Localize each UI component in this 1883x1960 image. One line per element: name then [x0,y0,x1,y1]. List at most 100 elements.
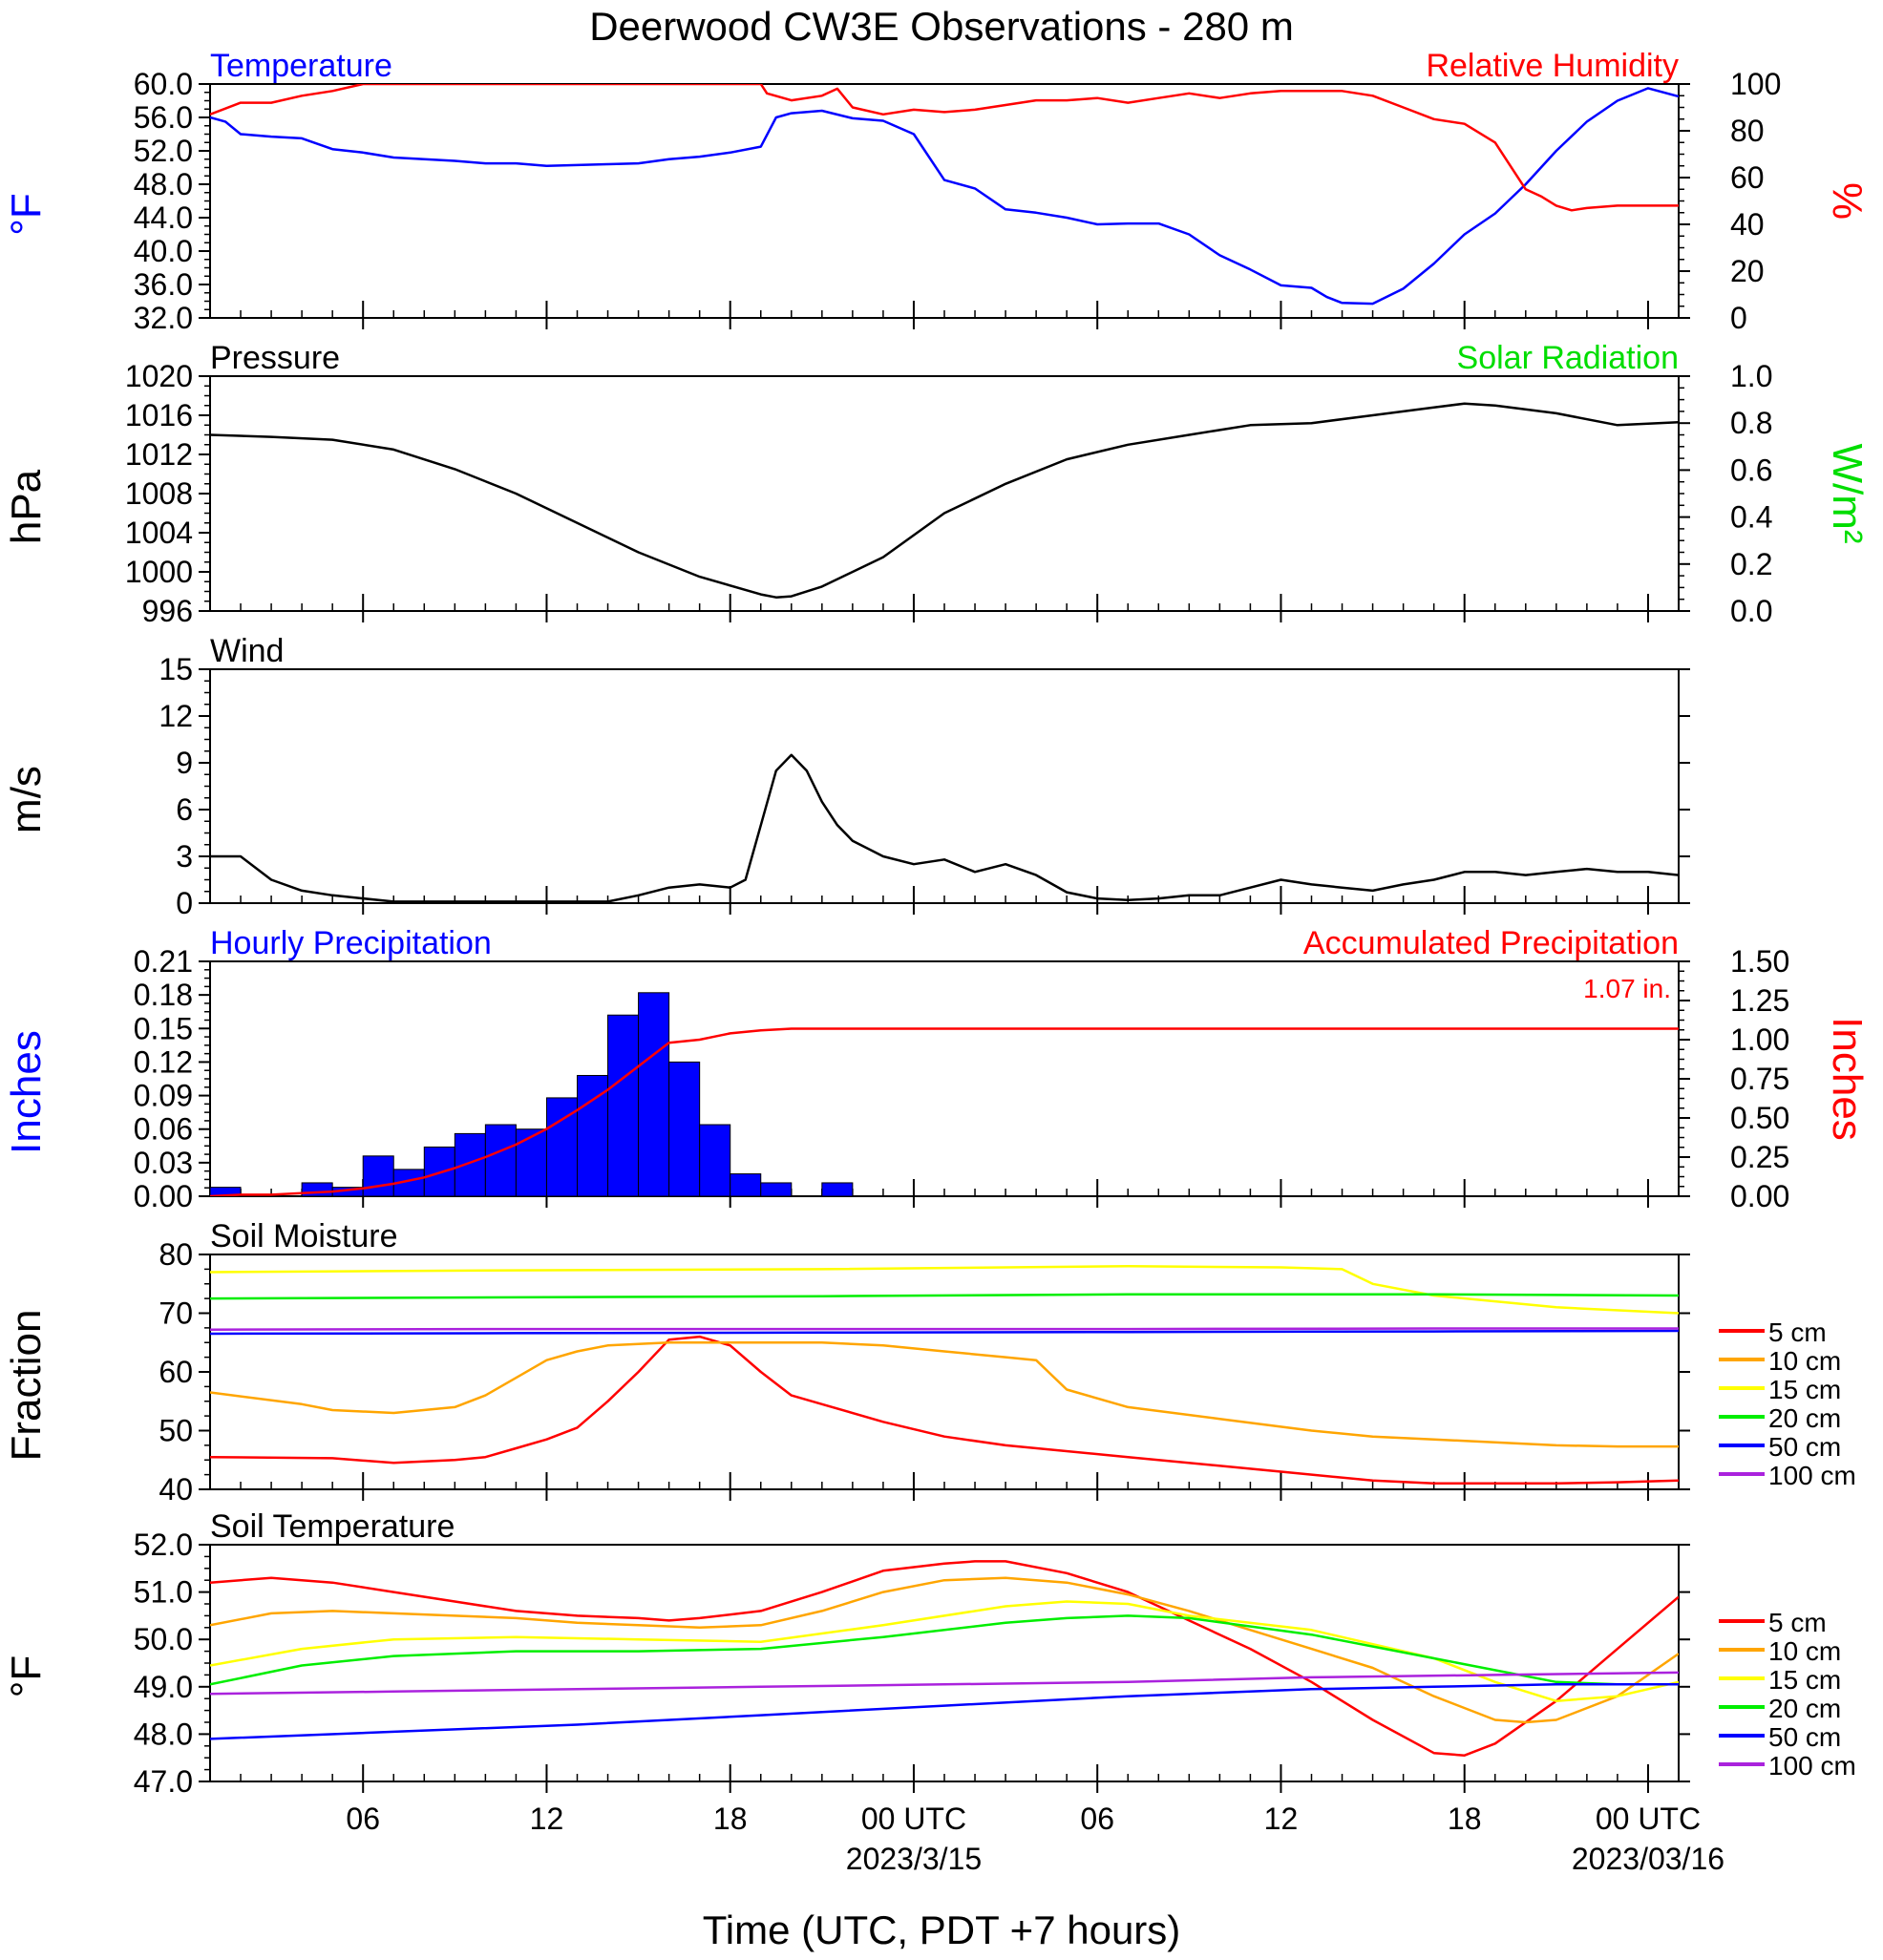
series-line-50-cm [210,1329,1679,1336]
y-left-tick-label: 50 [159,1414,193,1448]
y-left-axis-title: Inches [3,1030,50,1154]
y-left-tick-label: 0.00 [134,1179,193,1213]
x-tick-label: 18 [713,1802,748,1836]
precip-bar [638,992,670,1196]
series-line-relative-humidity [210,84,1679,212]
y-left-axis-title: °F [3,1655,50,1697]
y-left-tick-label: 0.06 [134,1112,193,1147]
y-right-tick-label: 1.50 [1730,944,1789,979]
y-left-tick-label: 1000 [125,555,193,589]
legend-label: 50 cm [1768,1432,1841,1462]
x-tick-date-label: 2023/03/16 [1572,1842,1724,1876]
plot-area [210,753,1679,903]
panel-frame [209,375,1680,612]
y-left-tick-label: 0.18 [134,978,193,1012]
x-tick-label: 06 [346,1802,380,1836]
y-left-axis-title: hPa [3,469,50,544]
series-line-pressure [210,402,1679,599]
legend-label: 20 cm [1768,1403,1841,1433]
y-right-tick-label: 80 [1730,114,1765,148]
x-tick-label: 12 [530,1802,564,1836]
y-right-tick-label: 0.25 [1730,1140,1789,1174]
y-right-tick-label: 1.0 [1730,359,1772,393]
panel-left-label: Temperature [210,48,392,84]
y-left-tick-label: 52.0 [134,134,193,168]
y-left-axis-title: °F [3,193,50,235]
y-left-tick-label: 0.09 [134,1079,193,1113]
y-left-axis-title: Fraction [3,1310,50,1462]
x-tick-label: 06 [1080,1802,1114,1836]
y-left-tick-label: 1016 [125,398,193,432]
y-right-tick-label: 0.8 [1730,406,1772,440]
series-line-5-cm [210,1560,1679,1757]
panel-right-label: Solar Radiation [1457,340,1679,376]
accumulated-total-label: 1.07 in. [1583,974,1671,1003]
x-tick-date-label: 2023/3/15 [846,1842,982,1876]
y-left-tick-label: 40.0 [134,234,193,268]
x-tick-label: 00 UTC [861,1802,966,1836]
series-line-15-cm [210,1265,1679,1315]
plot-area [210,1560,1679,1757]
series-line-10-cm [210,1576,1679,1724]
y-right-axis-title: % [1824,182,1871,220]
panel-left-label: Hourly Precipitation [210,925,492,961]
precip-bar [668,1061,701,1196]
series-line-wind [210,753,1679,903]
plot-area [210,992,1679,1196]
series-line-10-cm [210,1341,1679,1448]
y-right-axis-title: Inches [1824,1017,1871,1141]
x-tick-label: 00 UTC [1596,1802,1701,1836]
y-left-tick-label: 0.03 [134,1146,193,1180]
y-left-tick-label: 32.0 [134,301,193,335]
y-left-tick-label: 6 [176,792,193,827]
legend-label: 100 cm [1768,1751,1856,1781]
panels-group: 32.036.040.044.048.052.056.060.002040608… [3,48,1871,1876]
y-left-tick-label: 40 [159,1472,193,1507]
series-line-50-cm [210,1683,1679,1740]
y-left-tick-label: 0.21 [134,944,193,979]
y-right-tick-label: 0.50 [1730,1101,1789,1135]
y-left-tick-label: 70 [159,1296,193,1331]
y-right-tick-label: 20 [1730,254,1765,288]
series-line-5-cm [210,1335,1679,1486]
y-left-tick-label: 47.0 [134,1764,193,1799]
y-left-tick-label: 0.15 [134,1011,193,1045]
y-right-tick-label: 0.75 [1730,1062,1789,1096]
panel-soil_temp: 47.0 48.0 49.0 50.0 51.0 52.0 Soil Temperature… [3,1508,1856,1799]
panel-frame [209,1254,1680,1490]
precip-bar [577,1074,609,1196]
panel-wind: 0 3 6 9 12 15 Wind m/s [3,633,1690,920]
y-left-tick-label: 51.0 [134,1575,193,1610]
y-right-tick-label: 0.4 [1730,500,1772,535]
panel-right-label: Relative Humidity [1426,48,1679,84]
precip-bar [362,1155,394,1196]
y-left-tick-label: 80 [159,1237,193,1272]
y-right-axis-title: W/m² [1824,443,1871,543]
y-left-tick-label: 36.0 [134,267,193,302]
x-tick-label: 12 [1264,1802,1299,1836]
y-right-tick-label: 0.2 [1730,547,1772,581]
y-left-tick-label: 44.0 [134,200,193,235]
precip-bar [301,1182,333,1196]
legend-label: 5 cm [1768,1317,1827,1347]
x-axis-label: Time (UTC, PDT +7 hours) [703,1907,1181,1952]
series-line-100-cm [210,1671,1679,1696]
plot-area [210,402,1679,599]
y-left-tick-label: 15 [159,652,193,686]
panel-right-label: Accumulated Precipitation [1303,925,1679,961]
y-right-tick-label: 1.25 [1730,983,1789,1018]
panel-left-label: Pressure [210,340,340,376]
panel-frame [209,668,1680,904]
y-left-tick-label: 56.0 [134,100,193,135]
legend-label: 15 cm [1768,1665,1841,1695]
panel-left-label: Soil Temperature [210,1508,455,1545]
precip-bar [607,1014,640,1196]
y-left-tick-label: 50.0 [134,1622,193,1656]
legend-label: 50 cm [1768,1722,1841,1752]
y-right-tick-label: 0.0 [1730,594,1772,628]
y-left-tick-label: 3 [176,839,193,874]
y-left-tick-label: 0 [176,886,193,920]
legend-label: 5 cm [1768,1608,1827,1637]
